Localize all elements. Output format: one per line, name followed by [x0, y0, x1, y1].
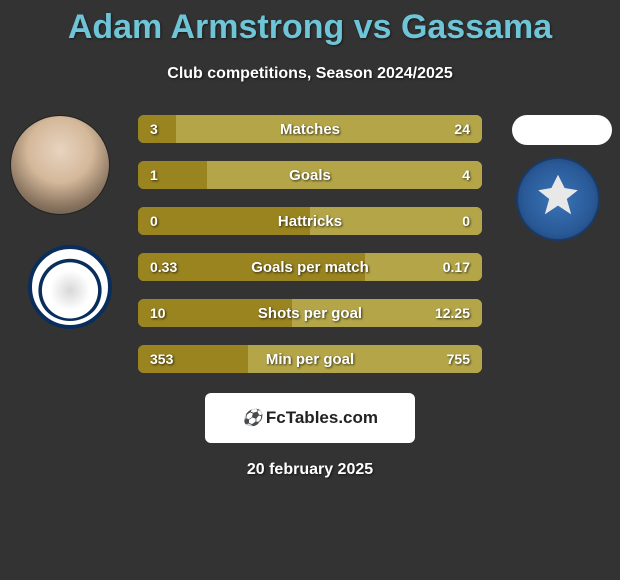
- stat-label: Goals: [289, 167, 331, 184]
- stat-bar: 0.33 Goals per match 0.17: [138, 253, 482, 281]
- comparison-title: Adam Armstrong vs Gassama: [0, 0, 620, 47]
- comparison-subtitle: Club competitions, Season 2024/2025: [0, 65, 620, 83]
- stat-bar-fill-left: [138, 161, 207, 189]
- stat-bar: 10 Shots per goal 12.25: [138, 299, 482, 327]
- branding-badge: ⚽ FcTables.com: [205, 393, 415, 443]
- stat-value-right: 4: [462, 167, 470, 183]
- stat-label: Matches: [280, 121, 340, 138]
- stat-value-right: 755: [447, 351, 470, 367]
- player-left-avatar: [10, 115, 110, 215]
- club-left-badge: [28, 245, 112, 329]
- stat-bar: 0 Hattricks 0: [138, 207, 482, 235]
- branding-icon: ⚽: [242, 408, 262, 428]
- stat-value-right: 0: [462, 213, 470, 229]
- stat-value-left: 3: [150, 121, 158, 137]
- stat-value-left: 0: [150, 213, 158, 229]
- stat-bar: 1 Goals 4: [138, 161, 482, 189]
- stat-bar-fill-right: [207, 161, 482, 189]
- stat-value-left: 10: [150, 305, 166, 321]
- stat-bar: 3 Matches 24: [138, 115, 482, 143]
- club-right-badge: [516, 157, 600, 241]
- stat-value-left: 0.33: [150, 259, 177, 275]
- stat-value-right: 0.17: [443, 259, 470, 275]
- main-area: 3 Matches 24 1 Goals 4 0 Hattricks 0 0.33 Goals pe…: [0, 115, 620, 373]
- comparison-date: 20 february 2025: [0, 461, 620, 479]
- stat-value-right: 24: [454, 121, 470, 137]
- player-right-avatar: [512, 115, 612, 145]
- stats-bars: 3 Matches 24 1 Goals 4 0 Hattricks 0 0.33 Goals pe…: [138, 115, 482, 373]
- stat-label: Goals per match: [251, 259, 369, 276]
- stat-value-right: 12.25: [435, 305, 470, 321]
- stat-value-left: 353: [150, 351, 173, 367]
- branding-text: FcTables.com: [266, 408, 378, 428]
- stat-value-left: 1: [150, 167, 158, 183]
- stat-bar: 353 Min per goal 755: [138, 345, 482, 373]
- stat-label: Hattricks: [278, 213, 342, 230]
- stat-label: Shots per goal: [258, 305, 362, 322]
- stat-label: Min per goal: [266, 351, 354, 368]
